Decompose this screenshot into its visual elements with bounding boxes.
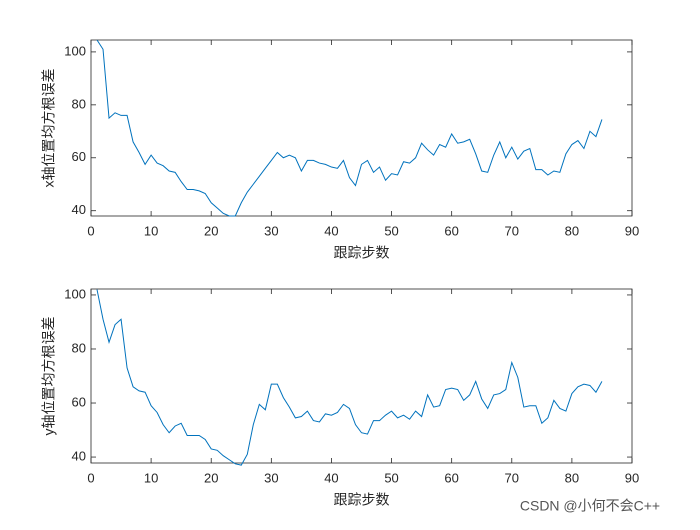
y-tick-label: 40: [72, 202, 86, 217]
x-tick-label: 40: [324, 470, 338, 485]
x-tick-label: 10: [144, 223, 158, 238]
y-tick-label: 80: [72, 340, 86, 355]
x-tick-label: 10: [144, 470, 158, 485]
x-tick-label: 80: [565, 470, 579, 485]
x-axis-label: 跟踪步数: [334, 245, 390, 261]
x-tick-label: 0: [87, 223, 94, 238]
y-axis-label: y轴位置均方根误差: [41, 317, 57, 436]
y-tick-label: 40: [72, 448, 86, 463]
x-axis-label: 跟踪步数: [334, 492, 390, 508]
y-tick-label: 60: [72, 149, 86, 164]
x-tick-label: 40: [324, 223, 338, 238]
y-tick-label: 100: [64, 43, 86, 58]
x-tick-label: 30: [264, 470, 278, 485]
axes-box: [90, 288, 633, 464]
y-tick-label: 100: [64, 286, 86, 301]
y-axis-label: x轴位置均方根误差: [41, 69, 57, 188]
data-line: [96, 289, 603, 466]
axes-box: [90, 39, 633, 217]
x-tick-label: 60: [444, 223, 458, 238]
x-tick-label: 90: [625, 470, 639, 485]
watermark: CSDN @小何不会C++: [520, 498, 660, 514]
x-tick-label: 70: [505, 223, 519, 238]
y-tick-label: 60: [72, 394, 86, 409]
x-tick-label: 50: [384, 223, 398, 238]
x-tick-label: 70: [505, 470, 519, 485]
x-tick-label: 20: [204, 470, 218, 485]
x-tick-label: 0: [87, 470, 94, 485]
data-line: [96, 39, 603, 217]
x-tick-label: 90: [625, 223, 639, 238]
x-tick-label: 30: [264, 223, 278, 238]
y-tick-label: 80: [72, 96, 86, 111]
x-tick-label: 60: [444, 470, 458, 485]
x-tick-label: 20: [204, 223, 218, 238]
x-tick-label: 50: [384, 470, 398, 485]
x-tick-label: 80: [565, 223, 579, 238]
